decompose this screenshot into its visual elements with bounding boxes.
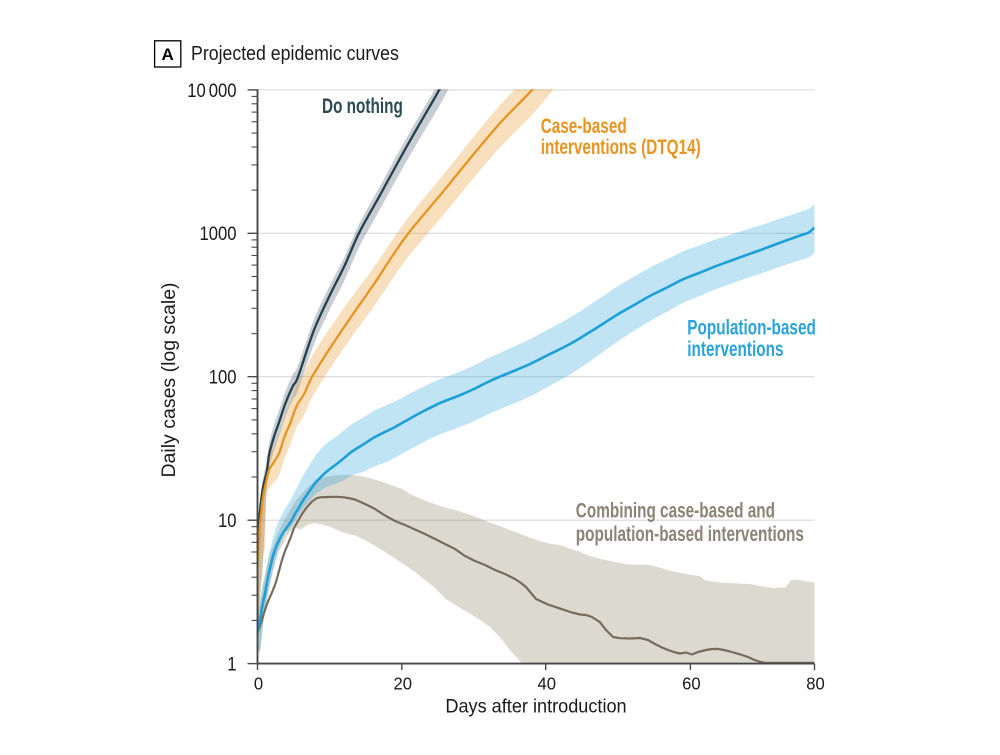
svg-text:interventions (DTQ14): interventions (DTQ14): [541, 135, 701, 159]
svg-text:10: 10: [218, 510, 237, 531]
svg-text:Population-based: Population-based: [687, 315, 816, 339]
svg-text:Combining case-based and: Combining case-based and: [576, 498, 775, 522]
svg-text:population-based interventions: population-based interventions: [576, 522, 804, 546]
svg-text:Daily cases (log scale): Daily cases (log scale): [158, 282, 180, 477]
svg-text:80: 80: [806, 674, 824, 693]
svg-text:interventions: interventions: [687, 337, 783, 361]
svg-text:40: 40: [537, 674, 555, 693]
svg-text:Case-based: Case-based: [541, 114, 627, 138]
svg-text:20: 20: [394, 674, 412, 693]
svg-text:A: A: [162, 45, 174, 64]
svg-text:Do nothing: Do nothing: [322, 94, 403, 118]
svg-text:Days after introduction: Days after introduction: [445, 695, 626, 717]
svg-text:60: 60: [682, 674, 700, 693]
svg-text:0: 0: [254, 674, 263, 693]
svg-text:1000: 1000: [200, 223, 237, 244]
svg-text:1: 1: [227, 653, 236, 674]
svg-text:100: 100: [209, 367, 237, 388]
svg-text:Projected epidemic curves: Projected epidemic curves: [191, 43, 399, 65]
